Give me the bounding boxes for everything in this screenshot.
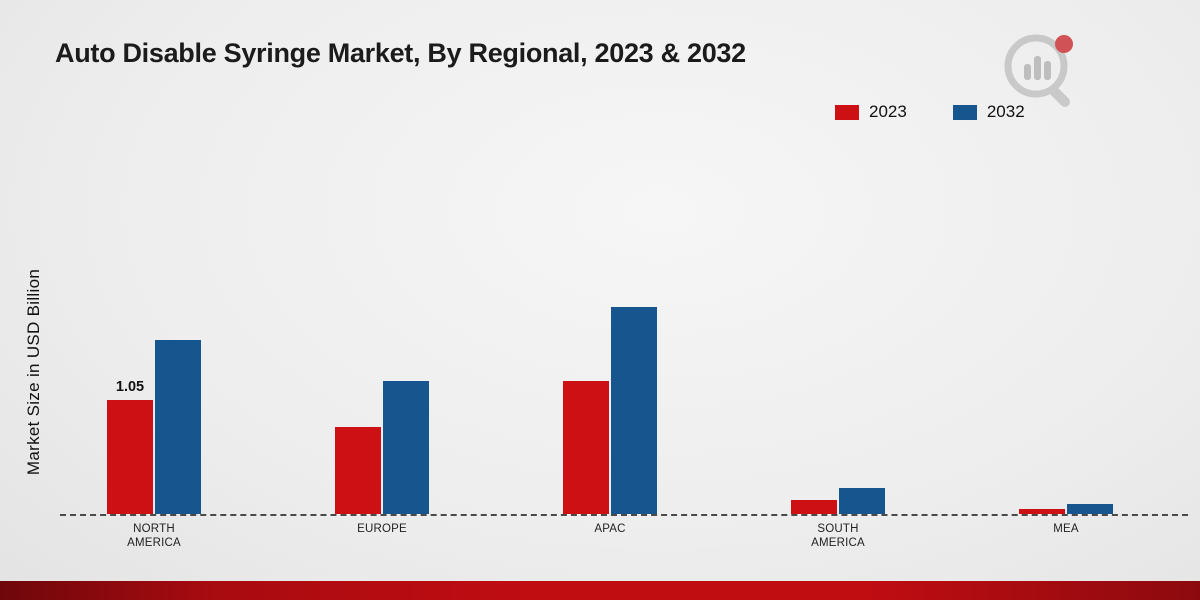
bar-2023-south-america [791, 500, 837, 514]
legend-swatch-2032 [952, 104, 977, 120]
bar-group-europe: EUROPE [268, 381, 496, 554]
category-label-mea: MEA [1053, 523, 1079, 535]
bar-group-apac: APAC [496, 307, 724, 554]
category-label-north-america: NORTH AMERICA [127, 523, 181, 549]
brand-logo-icon [1004, 34, 1073, 107]
bar-2023-europe [335, 427, 381, 514]
bar-group-south-america: SOUTH AMERICA [724, 488, 952, 554]
legend-item-2023: 2023 [835, 102, 907, 122]
bar-2023-mea [1019, 509, 1065, 514]
x-axis-baseline [60, 514, 1188, 516]
legend-item-2032: 2032 [952, 102, 1025, 122]
bar-2023-north-america: 1.05 [107, 379, 153, 514]
legend-swatch-2023 [835, 104, 859, 120]
legend-label-2032: 2032 [986, 102, 1025, 121]
bar-2032-europe [383, 381, 429, 514]
bar-group-north-america: 1.05 NORTH AMERICA [40, 340, 268, 554]
bar-2032-north-america [155, 340, 201, 514]
page-title: Auto Disable Syringe Market, By Regional… [55, 38, 746, 68]
legend: 2023 2032 [835, 102, 1025, 122]
bottom-accent-stripe [0, 581, 1200, 600]
bar-2032-mea [1067, 504, 1113, 514]
category-label-europe: EUROPE [357, 523, 407, 535]
bar-value-label: 1.05 [115, 379, 145, 395]
category-label-south-america: SOUTH AMERICA [811, 523, 865, 549]
legend-label-2023: 2023 [869, 102, 907, 121]
bar-2032-south-america [839, 488, 885, 514]
category-label-apac: APAC [594, 523, 626, 535]
bar-2023-apac [563, 381, 609, 514]
bar-group-mea: MEA [952, 504, 1180, 554]
bar-2032-apac [611, 307, 657, 514]
bar-chart-plot: 1.05 NORTH AMERICA EUROPE APAC SOUTH AMERICA… [40, 307, 1180, 554]
